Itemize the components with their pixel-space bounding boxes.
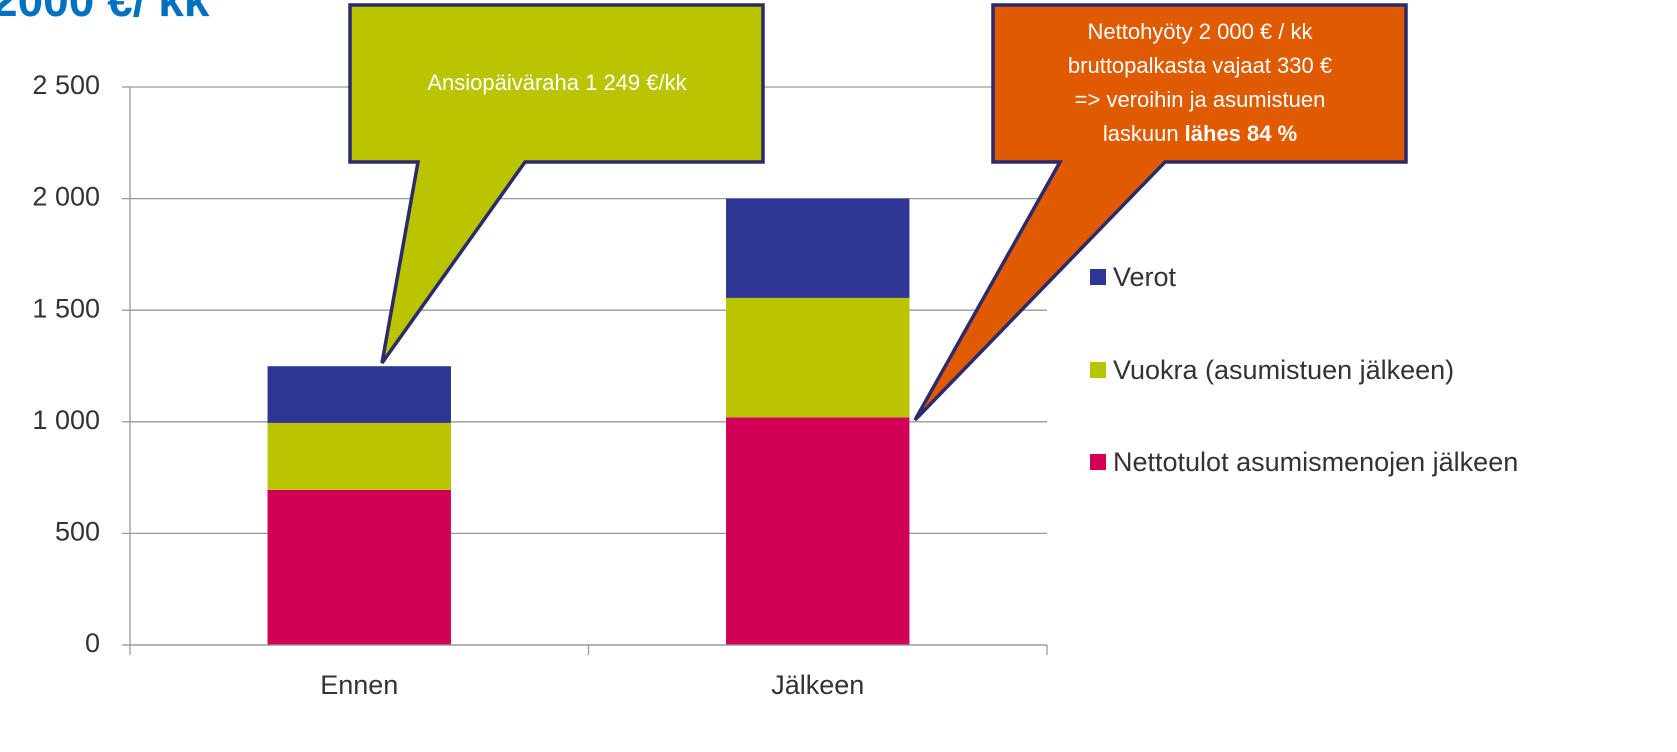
x-tick-label: Ennen	[320, 670, 398, 700]
callout-text: laskuun lähes 84 %	[1103, 121, 1297, 146]
callout-text: Ansiopäiväraha 1 249 €/kk	[427, 70, 687, 95]
bar-segment	[726, 198, 910, 298]
callout-text-bold: lähes 84 %	[1185, 121, 1298, 146]
bar-segment	[726, 297, 910, 418]
callout	[348, 3, 765, 365]
y-tick-label: 1 500	[32, 293, 100, 323]
bar-segment	[267, 489, 451, 645]
y-tick-label: 2 000	[32, 182, 100, 212]
callout-text: => veroihin ja asumistuen	[1075, 87, 1326, 112]
legend-swatch	[1090, 454, 1106, 470]
callout-text: bruttopalkasta vajaat 330 €	[1068, 53, 1332, 78]
bar-segment	[267, 422, 451, 490]
callout-text: Nettohyöty 2 000 € / kk	[1087, 19, 1313, 44]
bar-segment	[267, 366, 451, 423]
legend-swatch	[1090, 362, 1106, 378]
legend-label: Verot	[1113, 262, 1177, 292]
legend-swatch	[1090, 269, 1106, 285]
y-tick-label: 1 000	[32, 405, 100, 435]
legend-label: Vuokra (asumistuen jälkeen)	[1113, 355, 1455, 385]
y-tick-label: 500	[55, 517, 100, 547]
chart-title: 2000 €/ kk	[0, 0, 210, 26]
y-tick-label: 0	[85, 628, 100, 658]
x-tick-label: Jälkeen	[771, 670, 864, 700]
callout	[913, 3, 1408, 422]
legend-label: Nettotulot asumismenojen jälkeen	[1113, 447, 1519, 477]
y-tick-label: 2 500	[32, 70, 100, 100]
bar-segment	[726, 417, 910, 645]
callout-text-part: laskuun	[1103, 121, 1179, 146]
